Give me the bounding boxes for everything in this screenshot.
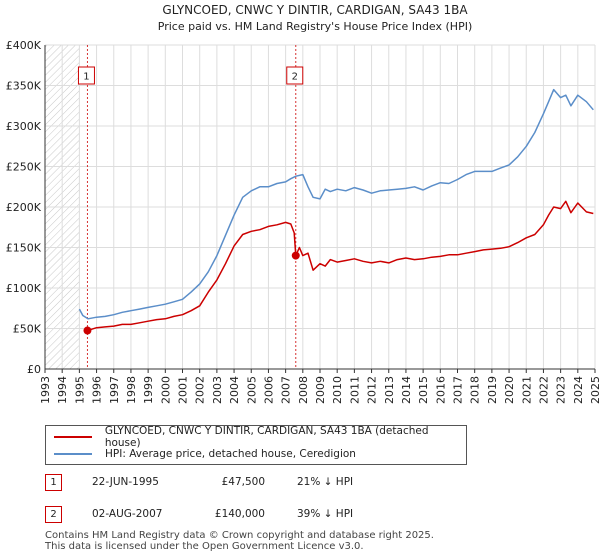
y-tick-label: £50K: [13, 323, 42, 336]
hpi-series-line: [78, 88, 594, 320]
sale-date: 22-JUN-1995: [92, 476, 159, 488]
footer-copyright: Contains HM Land Registry data © Crown c…: [45, 530, 434, 541]
sale-point: [291, 251, 300, 260]
sale-date: 02-AUG-2007: [92, 508, 163, 520]
legend-hpi-swatch: [54, 453, 92, 455]
footer-attribution: Contains HM Land Registry data © Crown c…: [45, 530, 434, 552]
x-tick-label: 2015: [417, 376, 430, 404]
y-tick-label: £150K: [6, 242, 42, 255]
x-tick-label: 2001: [177, 376, 190, 404]
x-tick-label: 2011: [348, 376, 361, 404]
chart-gridlines: [44, 44, 596, 370]
sale-point: [83, 326, 92, 335]
sale-number-badge: 2: [45, 506, 62, 523]
x-tick-label: 2024: [572, 376, 585, 404]
legend-item-hpi: HPI: Average price, detached house, Cere…: [54, 446, 356, 462]
property-series-line: [87, 200, 594, 332]
chart-legend: GLYNCOED, CNWC Y DINTIR, CARDIGAN, SA43 …: [45, 425, 467, 465]
x-tick-label: 1997: [108, 376, 121, 404]
chart-axes: £0 £50K £100K £150K £200K £250K £300K £350K £400…: [6, 39, 600, 404]
sale-price: £47,500: [221, 476, 265, 488]
y-tick-label: £300K: [6, 120, 42, 133]
sale-hpi-comparison: 21% ↓ HPI: [297, 476, 354, 488]
y-tick-label: £350K: [6, 80, 42, 93]
x-tick-label: 2007: [280, 376, 293, 404]
x-tick-label: 1994: [56, 376, 69, 404]
chart-title: GLYNCOED, CNWC Y DINTIR, CARDIGAN, SA43 …: [162, 3, 468, 17]
x-tick-label: 2023: [555, 376, 568, 404]
y-tick-label: £100K: [6, 282, 42, 295]
chart-series: [78, 88, 594, 332]
x-tick-label: 1996: [91, 376, 104, 404]
x-tick-label: 2025: [589, 376, 600, 404]
x-tick-label: 2016: [434, 376, 447, 404]
sale-marker-box: [286, 66, 304, 85]
x-tick-label: 2002: [194, 376, 207, 404]
x-tick-label: 2003: [211, 376, 224, 404]
y-tick-label: £250K: [6, 161, 42, 174]
x-tick-label: 2018: [469, 376, 482, 404]
legend-property-swatch: [54, 436, 92, 438]
footer-licence: This data is licensed under the Open Gov…: [45, 541, 364, 552]
x-tick-label: 2012: [366, 376, 379, 404]
x-tick-label: 2004: [228, 376, 241, 404]
x-tick-label: 1995: [73, 376, 86, 404]
x-tick-label: 2019: [486, 376, 499, 404]
x-tick-label: 2010: [331, 376, 344, 404]
legend-hpi-label: HPI: Average price, detached house, Cere…: [105, 448, 356, 460]
x-tick-label: 2022: [537, 376, 550, 404]
price-chart: GLYNCOED, CNWC Y DINTIR, CARDIGAN, SA43 …: [6, 3, 600, 404]
x-tick-label: 1993: [39, 376, 52, 404]
y-tick-label: £400K: [6, 39, 42, 52]
x-tick-label: 2014: [400, 376, 413, 404]
sale-number-badge: 1: [45, 474, 62, 491]
x-tick-label: 2000: [159, 376, 172, 404]
chart-subtitle: Price paid vs. HM Land Registry's House …: [158, 20, 473, 33]
x-tick-label: 2009: [314, 376, 327, 404]
sale-row: 1 22-JUN-1995 £47,500 21% ↓ HPI: [45, 474, 585, 492]
x-tick-label: 2021: [520, 376, 533, 404]
sale-row: 2 02-AUG-2007 £140,000 39% ↓ HPI: [45, 506, 585, 524]
sale-marker-label: 1: [83, 72, 89, 83]
x-tick-label: 1998: [125, 376, 138, 404]
sale-marker-label: 2: [292, 72, 298, 83]
legend-property-label: GLYNCOED, CNWC Y DINTIR, CARDIGAN, SA43 …: [104, 425, 429, 449]
x-tick-label: 2020: [503, 376, 516, 404]
legend-item-property: GLYNCOED, CNWC Y DINTIR, CARDIGAN, SA43 …: [54, 425, 466, 449]
x-tick-label: 2013: [383, 376, 396, 404]
x-tick-label: 1999: [142, 376, 155, 404]
x-tick-label: 2008: [297, 376, 310, 404]
sale-marker-box: [77, 66, 95, 85]
y-tick-label: £200K: [6, 201, 42, 214]
sale-price: £140,000: [214, 508, 265, 520]
x-tick-label: 2017: [452, 376, 465, 404]
x-tick-label: 2006: [262, 376, 275, 404]
sale-vertical-lines: [86, 45, 297, 369]
y-tick-label: £0: [27, 363, 41, 376]
x-tick-label: 2005: [245, 376, 258, 404]
sale-hpi-comparison: 39% ↓ HPI: [297, 508, 354, 520]
